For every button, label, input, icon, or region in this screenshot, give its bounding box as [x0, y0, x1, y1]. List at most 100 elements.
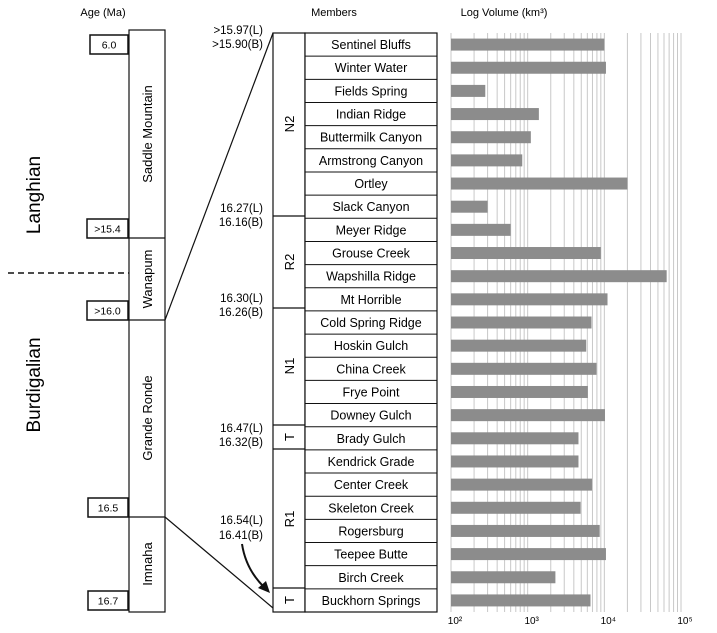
age-box: >15.4 [86, 218, 129, 239]
bar [451, 455, 579, 468]
member-label: Frye Point [343, 385, 400, 399]
member-label: Armstrong Canyon [319, 154, 423, 168]
age-box: 16.5 [87, 497, 129, 518]
bar [451, 316, 592, 329]
member-label: Cold Spring Ridge [320, 316, 421, 330]
chart-ticks: 10² 10³ 10⁴ 10⁵ [448, 616, 693, 627]
group-r2: R2 [282, 254, 297, 271]
member-label: Mt Horrible [340, 293, 401, 307]
member-label: Fields Spring [335, 84, 408, 98]
bar [451, 38, 605, 51]
member-label: Indian Ridge [336, 108, 406, 122]
members-header: Members [311, 7, 357, 19]
member-label: Center Creek [334, 478, 409, 492]
date-label: 16.27(L) [220, 203, 263, 215]
member-label: Buckhorn Springs [322, 594, 421, 608]
chart-bars [451, 38, 667, 607]
member-label: Kendrick Grade [328, 455, 415, 469]
member-label: Slack Canyon [332, 200, 409, 214]
age-label: 16.5 [98, 503, 119, 515]
age-label: 16.7 [98, 596, 119, 608]
formation-grande-ronde: Grande Ronde [140, 375, 155, 460]
bar [451, 154, 523, 167]
arrow-line [241, 543, 266, 589]
bar [451, 339, 587, 352]
date-label: >15.90(B) [212, 39, 263, 51]
bar [451, 478, 592, 491]
bar [451, 432, 579, 445]
arrow-head [258, 581, 270, 593]
bar [451, 571, 556, 584]
group-column [272, 32, 306, 613]
member-label: Winter Water [335, 61, 407, 75]
bar [451, 177, 628, 190]
group-t-upper: T [282, 433, 297, 441]
bar [451, 409, 605, 422]
bar [451, 362, 597, 375]
date-label: 16.26(B) [219, 307, 263, 319]
age-box: >16.0 [86, 300, 129, 321]
date-label: 16.32(B) [219, 437, 263, 449]
member-label: Hoskin Gulch [334, 339, 408, 353]
group-r1: R1 [282, 511, 297, 528]
correlation-line [164, 516, 274, 609]
member-label: China Creek [336, 362, 406, 376]
group-t-lower: T [282, 596, 297, 604]
bar [451, 84, 486, 97]
member-label: Ortley [354, 177, 388, 191]
member-label: Wapshilla Ridge [326, 270, 416, 284]
bar [451, 385, 588, 398]
formation-wanapum: Wanapum [140, 250, 155, 309]
member-label: Downey Gulch [330, 409, 411, 423]
bar [451, 61, 606, 74]
volume-header: Log Volume (km³) [461, 7, 548, 19]
age-label: >16.0 [94, 306, 121, 318]
age-box: 16.7 [87, 590, 129, 611]
member-label: Grouse Creek [332, 247, 411, 261]
member-label: Rogersburg [338, 524, 403, 538]
date-label: 16.47(L) [220, 423, 263, 435]
bar [451, 293, 608, 306]
member-label: Buttermilk Canyon [320, 131, 422, 145]
member-label: Sentinel Bluffs [331, 38, 411, 52]
bar [451, 108, 539, 121]
bar [451, 247, 601, 260]
member-column: Sentinel Bluffs Winter Water Fields Spring… [304, 32, 438, 613]
age-header: Age (Ma) [80, 7, 125, 19]
member-box [304, 32, 438, 613]
bar [451, 131, 531, 144]
bar [451, 524, 600, 537]
formation-imnaha: Imnaha [140, 542, 155, 586]
group-n1: N1 [282, 358, 297, 375]
bar [451, 548, 606, 561]
tick-label: 10³ [524, 616, 539, 627]
date-label: 16.54(L) [220, 515, 263, 527]
bar [451, 200, 488, 213]
member-label: Skeleton Creek [328, 501, 414, 515]
formation-column [128, 29, 166, 613]
age-label: >15.4 [94, 224, 121, 236]
member-label: Teepee Butte [334, 548, 408, 562]
date-label: >15.97(L) [213, 25, 263, 37]
date-label: 16.16(B) [219, 217, 263, 229]
member-label: Birch Creek [338, 571, 404, 585]
bar [451, 223, 511, 236]
bar [451, 501, 581, 514]
date-label: 16.41(B) [219, 530, 263, 542]
stage-langhian: Langhian [24, 156, 45, 234]
date-label: 16.30(L) [220, 293, 263, 305]
group-n2: N2 [282, 116, 297, 133]
formation-saddle-mountain: Saddle Mountain [140, 85, 155, 183]
tick-label: 10⁴ [601, 616, 616, 627]
age-label: 6.0 [102, 40, 117, 52]
bar [451, 594, 591, 607]
correlation-line [164, 32, 274, 321]
member-label: Meyer Ridge [336, 223, 407, 237]
stage-burdigalian: Burdigalian [24, 337, 45, 432]
member-label: Brady Gulch [337, 432, 406, 446]
tick-label: 10⁵ [677, 616, 692, 627]
age-box: 6.0 [89, 34, 129, 55]
tick-label: 10² [448, 616, 463, 627]
bar [451, 270, 667, 283]
